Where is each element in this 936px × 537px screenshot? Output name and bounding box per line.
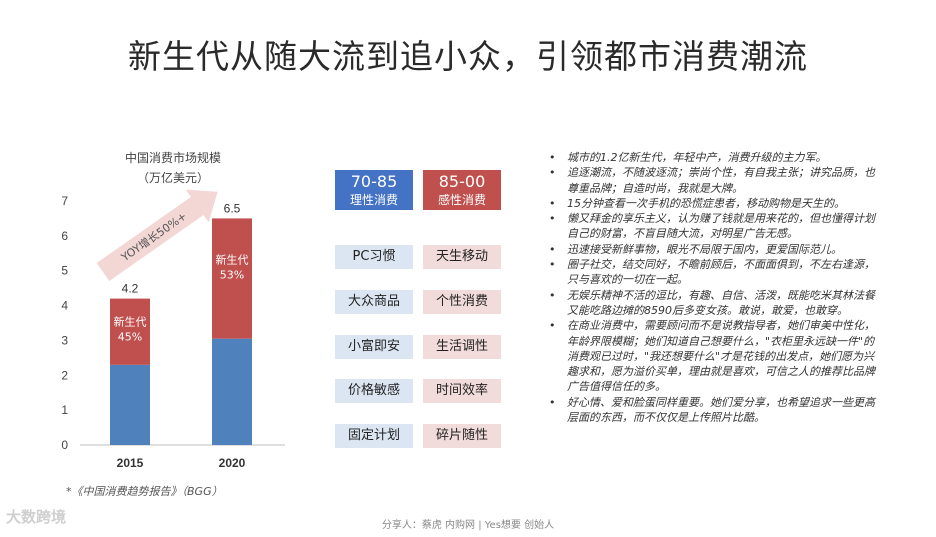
chart-title-line2: （万亿美元）	[136, 171, 209, 185]
bullet-item: 无娱乐精神不活的逗比，有趣、自信、活泼，既能吃米其林法餐又能吃路边摊的8590后…	[545, 288, 885, 319]
y-tick-label: 0	[61, 438, 68, 452]
bullet-item: 圈子社交，结交同好，不瞻前顾后，不面面俱到，不左右逢源，只与喜欢的一切在一起。	[545, 257, 885, 288]
y-tick-label: 5	[61, 264, 68, 278]
header-85-00: 85-00 感性消费	[423, 170, 501, 210]
header-70-85-years: 70-85	[350, 172, 398, 191]
bullet-item: 15分钟查看一次手机的恐慌症患者，移动购物是天生的。	[545, 196, 885, 212]
bar-segment-label: 53%	[220, 269, 244, 282]
market-size-chart: 0 1 2 3 4 5 6 7 新生代 45% 4.2 2015 新生代 53% 6.5 2020 YOY增长5…	[61, 189, 285, 470]
y-tick-label: 1	[61, 403, 68, 417]
row-3-right: 生活调性	[423, 335, 501, 359]
y-tick-label: 2	[61, 368, 68, 382]
row-1-left: PC习惯	[335, 245, 413, 269]
chart-source: *《中国消费趋势报告》（BGG）	[66, 485, 223, 498]
header-70-85: 70-85 理性消费	[335, 170, 413, 210]
row-4-right: 时间效率	[423, 379, 501, 403]
row-5-right: 碎片随性	[423, 424, 501, 448]
bar-segment-label: 新生代	[114, 315, 147, 329]
bar-segment	[212, 338, 252, 445]
bar-segment	[110, 298, 150, 365]
bar-segment-label: 45%	[118, 331, 142, 344]
bar-segment	[212, 218, 252, 339]
growth-arrow-shape	[96, 189, 218, 282]
watermark-logo: 大数跨境	[6, 508, 67, 526]
growth-arrow-label: YOY增长50%+	[118, 209, 190, 265]
row-2-right: 个性消费	[423, 290, 501, 314]
bullet-item: 迅速接受新鲜事物，眼光不局限于国内，更爱国际范儿。	[545, 242, 885, 258]
x-category-label: 2020	[219, 456, 246, 470]
y-tick-label: 7	[61, 194, 68, 208]
row-5-left: 固定计划	[335, 424, 413, 448]
footer-credit: 分享人：蔡虎 内购网 | Yes想要 创始人	[381, 520, 555, 531]
bullet-item: 城市的1.2亿新生代，年轻中产，消费升级的主力军。	[545, 150, 885, 166]
row-3-left: 小富即安	[335, 335, 413, 359]
chart-title-line1: 中国消费市场规模	[124, 151, 221, 165]
y-tick-label: 3	[61, 333, 68, 347]
bar-segment	[110, 364, 150, 445]
header-85-00-label: 感性消费	[437, 193, 486, 207]
header-70-85-label: 理性消费	[349, 193, 398, 207]
page-title: 新生代从随大流到追小众，引领都市消费潮流	[128, 37, 808, 76]
bar-total-label: 4.2	[122, 282, 139, 296]
row-4-left: 价格敏感	[335, 379, 413, 403]
row-2-left: 大众商品	[335, 290, 413, 314]
bullet-item: 追逐潮流，不随波逐流；崇尚个性，有自我主张；讲究品质，也尊重品牌；自造时尚，我就…	[545, 165, 885, 196]
y-tick-label: 6	[61, 229, 68, 243]
y-tick-label: 4	[61, 299, 68, 313]
bullet-item: 懒又拜金的享乐主义，认为赚了钱就是用来花的，但也懂得计划自己的财富，不盲目随大流…	[545, 211, 885, 242]
bullet-list: 城市的1.2亿新生代，年轻中产，消费升级的主力军。 追逐潮流，不随波逐流；崇尚个…	[545, 150, 885, 425]
row-1-right: 天生移动	[423, 245, 501, 269]
growth-arrow: YOY增长50%+	[96, 189, 218, 282]
bullet-item: 好心情、爱和脸蛋同样重要。她们爱分享，也希望追求一些更高层面的东西，而不仅仅是上…	[545, 395, 885, 426]
chart-title: 中国消费市场规模 （万亿美元）	[118, 148, 228, 188]
bullet-item: 在商业消费中，需要顾问而不是说教指导者，她们审美中性化，年龄界限模糊；她们知道自…	[545, 318, 885, 394]
bar-total-label: 6.5	[224, 201, 241, 215]
header-85-00-years: 85-00	[438, 172, 486, 191]
x-category-label: 2015	[117, 456, 144, 470]
bar-segment-label: 新生代	[216, 253, 249, 267]
